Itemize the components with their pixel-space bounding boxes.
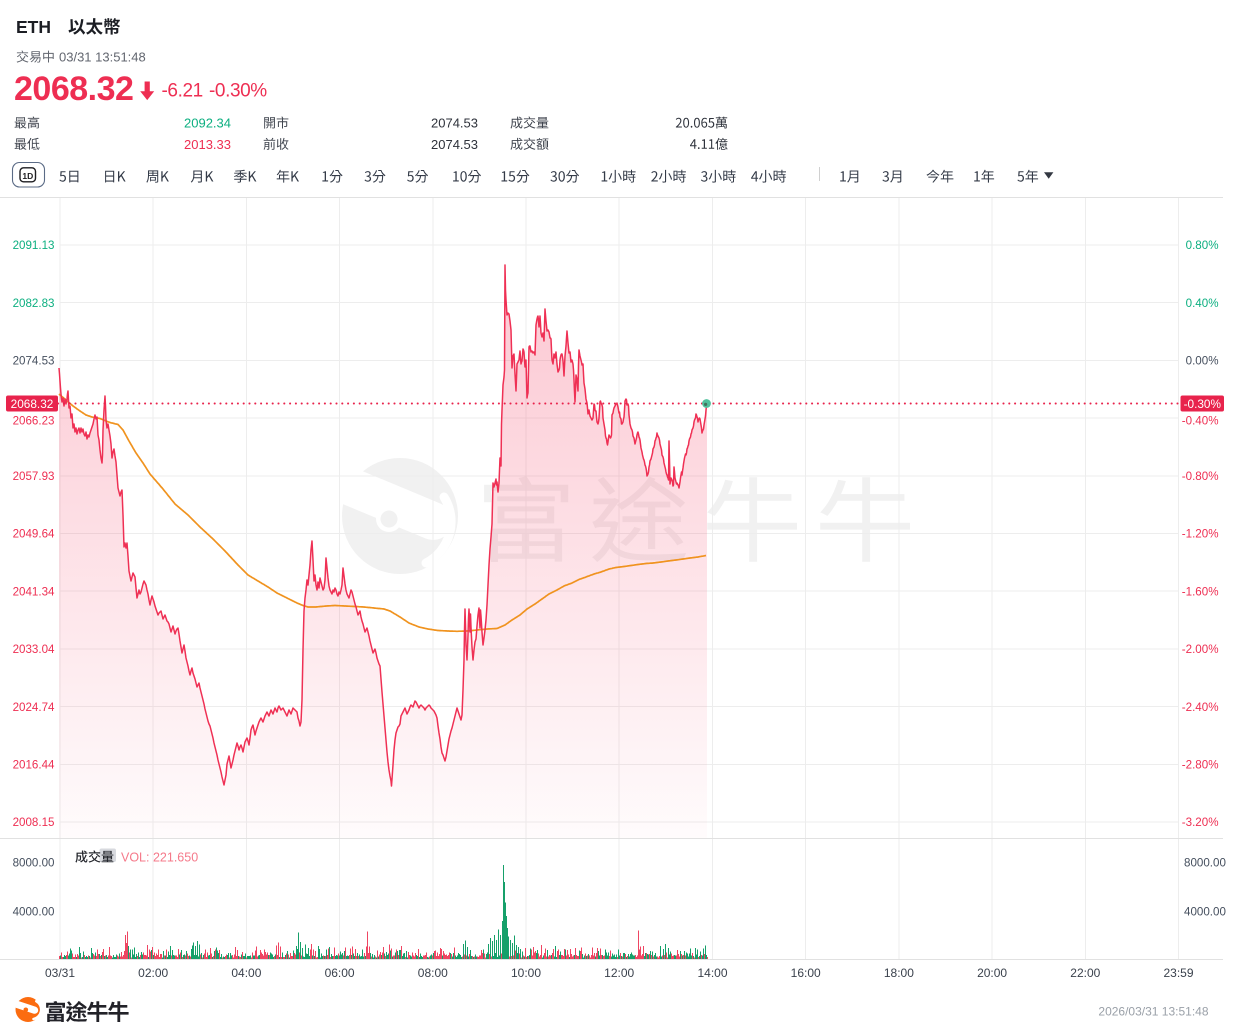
svg-text:2024.74: 2024.74 [13,701,55,714]
svg-text:2049.64: 2049.64 [13,528,55,541]
svg-text:-0.40%: -0.40% [1182,415,1219,428]
svg-text:06:00: 06:00 [325,966,355,980]
svg-text:2041.34: 2041.34 [13,585,55,598]
svg-text:-6.21: -6.21 [162,81,203,102]
svg-text:03/31 13:51:48: 03/31 13:51:48 [59,50,146,65]
svg-text:-0.30%: -0.30% [209,81,267,102]
svg-text:-0.80%: -0.80% [1182,470,1219,483]
svg-text:04:00: 04:00 [231,966,261,980]
svg-text:14:00: 14:00 [697,966,727,980]
svg-text:0.00%: 0.00% [1186,355,1219,368]
svg-text:2026/03/31 13:51:48: 2026/03/31 13:51:48 [1098,1005,1208,1019]
svg-text:16:00: 16:00 [791,966,821,980]
svg-text:03/31: 03/31 [45,966,75,980]
svg-text:10:00: 10:00 [511,966,541,980]
svg-text:-0.30%: -0.30% [1184,397,1222,411]
svg-text:2008.15: 2008.15 [13,816,55,829]
svg-text:1D: 1D [22,171,33,181]
svg-text:VOL: 221.650: VOL: 221.650 [121,851,198,865]
svg-text:2066.23: 2066.23 [13,415,55,428]
svg-text:22:00: 22:00 [1070,966,1100,980]
svg-text:2057.93: 2057.93 [13,470,55,483]
svg-text:2068.32: 2068.32 [11,397,54,411]
svg-text:-2.40%: -2.40% [1182,701,1219,714]
svg-text:0.40%: 0.40% [1186,297,1219,310]
svg-text:08:00: 08:00 [418,966,448,980]
svg-text:-3.20%: -3.20% [1182,816,1219,829]
svg-text:2013.33: 2013.33 [184,137,231,152]
svg-text:2092.34: 2092.34 [184,116,231,131]
svg-text:-2.00%: -2.00% [1182,643,1219,656]
svg-text:-1.60%: -1.60% [1182,585,1219,598]
svg-text:-1.20%: -1.20% [1182,528,1219,541]
svg-text:8000.00: 8000.00 [1184,857,1226,870]
svg-text:2074.53: 2074.53 [431,137,478,152]
svg-text:23:59: 23:59 [1163,966,1193,980]
svg-text:2016.44: 2016.44 [13,759,55,772]
svg-text:2033.04: 2033.04 [13,643,55,656]
svg-text:2082.83: 2082.83 [13,297,55,310]
svg-text:ETH: ETH [16,17,51,37]
svg-text:0.80%: 0.80% [1186,239,1219,252]
svg-text:02:00: 02:00 [138,966,168,980]
svg-text:8000.00: 8000.00 [13,857,55,870]
svg-text:12:00: 12:00 [604,966,634,980]
svg-text:4000.00: 4000.00 [1184,906,1226,919]
svg-text:2074.53: 2074.53 [13,355,55,368]
svg-text:18:00: 18:00 [884,966,914,980]
svg-text:20:00: 20:00 [977,966,1007,980]
svg-text:4000.00: 4000.00 [13,906,55,919]
svg-text:-2.80%: -2.80% [1182,759,1219,772]
svg-text:2068.32: 2068.32 [14,70,133,108]
svg-text:2091.13: 2091.13 [13,239,55,252]
svg-text:2074.53: 2074.53 [431,116,478,131]
